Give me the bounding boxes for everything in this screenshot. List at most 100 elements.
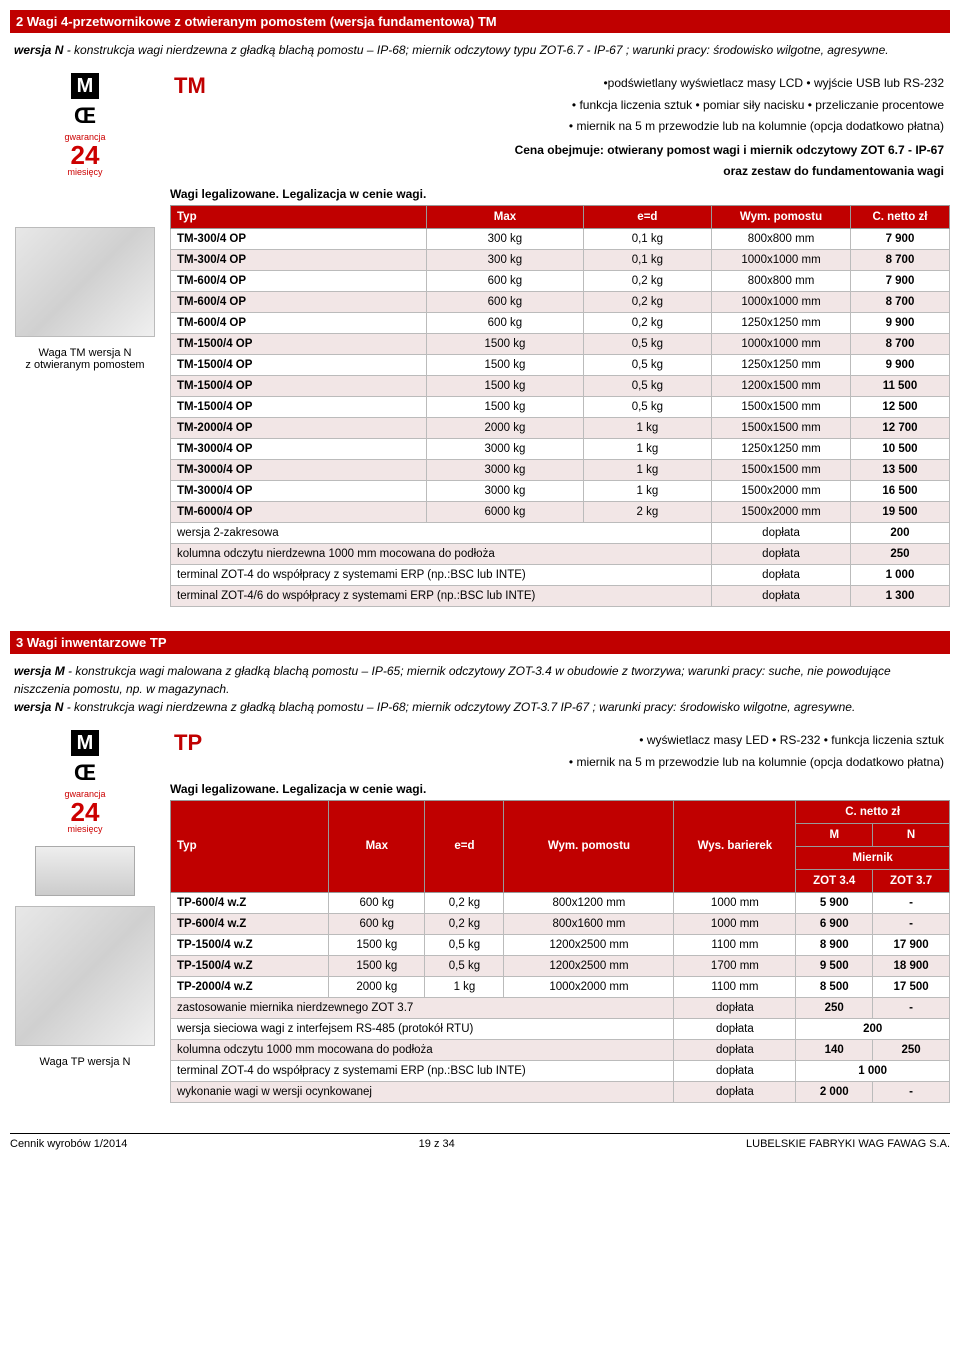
footer-mid: 19 z 34 xyxy=(419,1138,455,1150)
table-row-extra: terminal ZOT-4/6 do współpracy z systema… xyxy=(171,586,950,607)
cell-wys: 1000 mm xyxy=(674,913,796,934)
cell-ed: 0,5 kg xyxy=(583,397,712,418)
cell-wys: 1700 mm xyxy=(674,955,796,976)
footer-left: Cennik wyrobów 1/2014 xyxy=(10,1138,127,1150)
model-name-tm: TM xyxy=(170,73,206,99)
table-row: TM-1500/4 OP 1500 kg 0,5 kg 1000x1000 mm… xyxy=(171,334,950,355)
cell-typ: TM-600/4 OP xyxy=(171,313,427,334)
cell-price: 8 700 xyxy=(850,250,949,271)
cell-price: 13 500 xyxy=(850,460,949,481)
tm-cena1: Cena obejmuje: otwierany pomost wagi i m… xyxy=(170,142,950,159)
cell-typ: TP-600/4 w.Z xyxy=(171,913,329,934)
cell-doplata: dopłata xyxy=(674,1018,796,1039)
cell-price-m: 8 900 xyxy=(796,934,873,955)
table-row: TM-600/4 OP 600 kg 0,2 kg 800x800 mm 7 9… xyxy=(171,271,950,292)
cell-price-m: 9 500 xyxy=(796,955,873,976)
product-image-tm xyxy=(15,227,155,337)
cell-price: 200 xyxy=(850,523,949,544)
table-row: TP-1500/4 w.Z 1500 kg 0,5 kg 1200x2500 m… xyxy=(171,934,950,955)
tp-bullet1: • wyświetlacz masy LED • RS-232 • funkcj… xyxy=(569,730,944,752)
cell-price-n: - xyxy=(873,913,950,934)
m-badge: M xyxy=(71,73,99,99)
cell-max: 1500 kg xyxy=(427,355,583,376)
tp-th-max: Max xyxy=(329,800,425,892)
table-row: TM-1500/4 OP 1500 kg 0,5 kg 1200x1500 mm… xyxy=(171,376,950,397)
table-row: TM-1500/4 OP 1500 kg 0,5 kg 1250x1250 mm… xyxy=(171,355,950,376)
cell-wym: 1500x1500 mm xyxy=(712,418,851,439)
tp-th-wym: Wym. pomostu xyxy=(504,800,674,892)
model-name-tp: TP xyxy=(170,730,202,756)
table-row: TM-300/4 OP 300 kg 0,1 kg 800x800 mm 7 9… xyxy=(171,229,950,250)
cell-typ: TM-300/4 OP xyxy=(171,229,427,250)
gwar-num: 24 xyxy=(10,142,160,168)
tp-table: Typ Max e=d Wym. pomostu Wys. barierek C… xyxy=(170,800,950,1103)
table-row-extra: wersja sieciowa wagi z interfejsem RS-48… xyxy=(171,1018,950,1039)
cell-max: 300 kg xyxy=(427,250,583,271)
table-row-extra: wersja 2-zakresowa dopłata 200 xyxy=(171,523,950,544)
intro1-rest: - konstrukcja wagi nierdzewna z gładką b… xyxy=(63,43,888,57)
th-max: Max xyxy=(427,206,583,229)
section1-intro: wersja N - konstrukcja wagi nierdzewna z… xyxy=(10,33,950,67)
cell-wym: 1500x1500 mm xyxy=(712,397,851,418)
cell-price: 19 500 xyxy=(850,502,949,523)
cell-max: 600 kg xyxy=(427,292,583,313)
tm-bullet1: •podświetlany wyświetlacz masy LCD • wyj… xyxy=(569,73,944,95)
cell-ed: 0,5 kg xyxy=(425,955,504,976)
cell-typ: TP-600/4 w.Z xyxy=(171,892,329,913)
cell-price: 1 000 xyxy=(796,1060,950,1081)
cell-ed: 0,2 kg xyxy=(425,913,504,934)
cell-extra-desc: wersja 2-zakresowa xyxy=(171,523,712,544)
cell-price: 8 700 xyxy=(850,334,949,355)
cell-price-n: - xyxy=(873,997,950,1018)
cell-ed: 1 kg xyxy=(583,481,712,502)
cell-max: 2000 kg xyxy=(427,418,583,439)
page-footer: Cennik wyrobów 1/2014 19 z 34 LUBELSKIE … xyxy=(10,1133,950,1150)
cell-price: 12 700 xyxy=(850,418,949,439)
section1-left-col: M Œ gwarancja 24 miesięcy Waga TM wersja… xyxy=(10,73,160,607)
cell-doplata: dopłata xyxy=(674,1060,796,1081)
table-row: TM-3000/4 OP 3000 kg 1 kg 1500x2000 mm 1… xyxy=(171,481,950,502)
cell-typ: TM-3000/4 OP xyxy=(171,460,427,481)
cell-typ: TM-300/4 OP xyxy=(171,250,427,271)
gwar-bot2: miesięcy xyxy=(10,825,160,834)
cell-ed: 0,2 kg xyxy=(425,892,504,913)
table-row: TP-600/4 w.Z 600 kg 0,2 kg 800x1200 mm 1… xyxy=(171,892,950,913)
cell-typ: TM-600/4 OP xyxy=(171,292,427,313)
cell-price: 1 300 xyxy=(850,586,949,607)
cell-doplata: dopłata xyxy=(712,586,851,607)
cell-max: 1500 kg xyxy=(329,955,425,976)
section2-left-col: M Œ gwarancja 24 miesięcy Waga TP wersja… xyxy=(10,730,160,1102)
cell-price-n: 17 500 xyxy=(873,976,950,997)
cell-price-m: 6 900 xyxy=(796,913,873,934)
cell-wym: 800x1600 mm xyxy=(504,913,674,934)
table-row: TM-3000/4 OP 3000 kg 1 kg 1250x1250 mm 1… xyxy=(171,439,950,460)
section1-right-col: TM •podświetlany wyświetlacz masy LCD • … xyxy=(170,73,950,607)
cell-price: 16 500 xyxy=(850,481,949,502)
cell-price-m: 2 000 xyxy=(796,1081,873,1102)
cell-typ: TM-3000/4 OP xyxy=(171,481,427,502)
cell-extra-desc: wykonanie wagi w wersji ocynkowanej xyxy=(171,1081,674,1102)
cell-extra-desc: wersja sieciowa wagi z interfejsem RS-48… xyxy=(171,1018,674,1039)
product-image-tp xyxy=(15,906,155,1046)
tm-legal: Wagi legalizowane. Legalizacja w cenie w… xyxy=(170,187,950,201)
cell-wym: 1500x2000 mm xyxy=(712,502,851,523)
warranty-badge: gwarancja 24 miesięcy xyxy=(10,133,160,177)
cell-extra-desc: kolumna odczytu 1000 mm mocowana do podł… xyxy=(171,1039,674,1060)
cell-ed: 0,2 kg xyxy=(583,313,712,334)
cell-wym: 1200x2500 mm xyxy=(504,934,674,955)
cell-typ: TP-1500/4 w.Z xyxy=(171,934,329,955)
cell-max: 1500 kg xyxy=(427,376,583,397)
cell-typ: TM-2000/4 OP xyxy=(171,418,427,439)
cell-extra-desc: zastosowanie miernika nierdzewnego ZOT 3… xyxy=(171,997,674,1018)
product-caption-tp: Waga TP wersja N xyxy=(10,1056,160,1068)
cell-ed: 0,5 kg xyxy=(583,376,712,397)
cell-typ: TM-1500/4 OP xyxy=(171,397,427,418)
cell-ed: 0,1 kg xyxy=(583,229,712,250)
cell-typ: TM-3000/4 OP xyxy=(171,439,427,460)
cell-max: 1500 kg xyxy=(427,397,583,418)
cell-ed: 0,2 kg xyxy=(583,292,712,313)
table-row-extra: zastosowanie miernika nierdzewnego ZOT 3… xyxy=(171,997,950,1018)
cell-ed: 1 kg xyxy=(425,976,504,997)
cell-typ: TM-1500/4 OP xyxy=(171,334,427,355)
table-row: TM-1500/4 OP 1500 kg 0,5 kg 1500x1500 mm… xyxy=(171,397,950,418)
